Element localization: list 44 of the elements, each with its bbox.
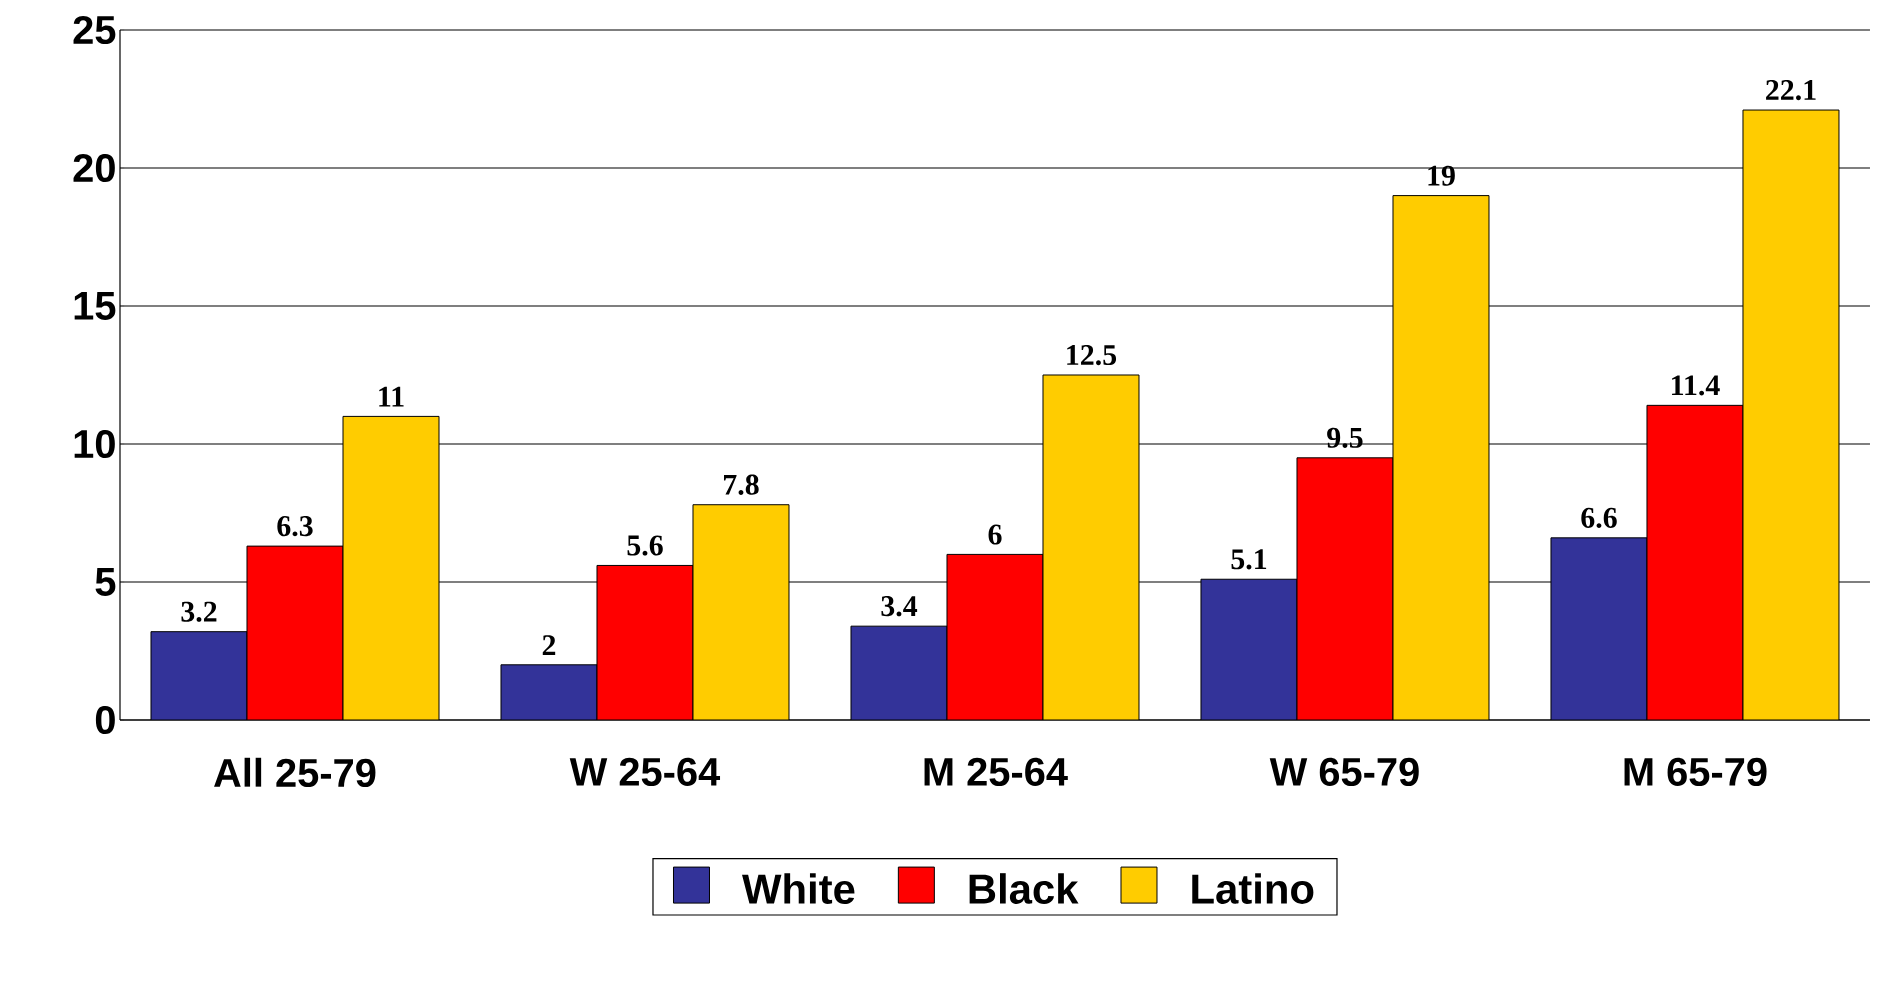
data-label: 3.4 (881, 596, 918, 617)
y-tick-label: 15 (74, 292, 116, 320)
x-tick-label: All 25-79 (214, 757, 376, 788)
bar (1646, 404, 1744, 720)
data-label: 22.1 (1766, 79, 1816, 101)
x-tick-label: W 25-64 (569, 757, 721, 786)
data-label: 12.5 (1067, 344, 1117, 366)
bar (596, 564, 694, 720)
bar (1392, 195, 1490, 720)
bar (500, 664, 598, 720)
data-label: 2 (542, 635, 556, 655)
data-label: 7.8 (724, 474, 759, 495)
data-label: 3.2 (181, 601, 217, 622)
y-tick-label: 20 (73, 153, 115, 183)
data-label: 5.6 (627, 535, 663, 556)
bar (1296, 457, 1394, 720)
data-label: 6.6 (1581, 507, 1617, 529)
y-tick-label: 0 (95, 705, 115, 735)
data-label: 11.4 (1672, 375, 1720, 396)
bar (246, 545, 344, 720)
bar (692, 504, 790, 720)
data-label: 5.1 (1231, 549, 1267, 570)
bar (1550, 537, 1648, 720)
y-tick-label: 10 (74, 429, 115, 459)
y-tick-label: 25 (73, 15, 116, 45)
bar (850, 625, 948, 720)
bar (1742, 109, 1840, 720)
bar (150, 631, 248, 720)
y-tick-label: 5 (95, 568, 116, 596)
bar (946, 553, 1044, 720)
x-tick-label: M 25-64 (924, 757, 1068, 786)
data-label: 6.3 (277, 516, 313, 537)
legend-label: White (742, 873, 855, 904)
x-tick-label: M 65-79 (1624, 757, 1767, 786)
bar (342, 415, 440, 720)
data-label: 19 (1428, 165, 1455, 186)
legend-label: Black (969, 873, 1079, 904)
data-label: 9.5 (1327, 427, 1363, 448)
data-label: 11 (379, 386, 404, 407)
legend-label: Latino (1192, 873, 1314, 904)
bar (1042, 374, 1140, 720)
bar (1200, 578, 1298, 720)
data-label: 6 (988, 524, 1002, 545)
x-tick-label: W 65-79 (1269, 757, 1419, 786)
